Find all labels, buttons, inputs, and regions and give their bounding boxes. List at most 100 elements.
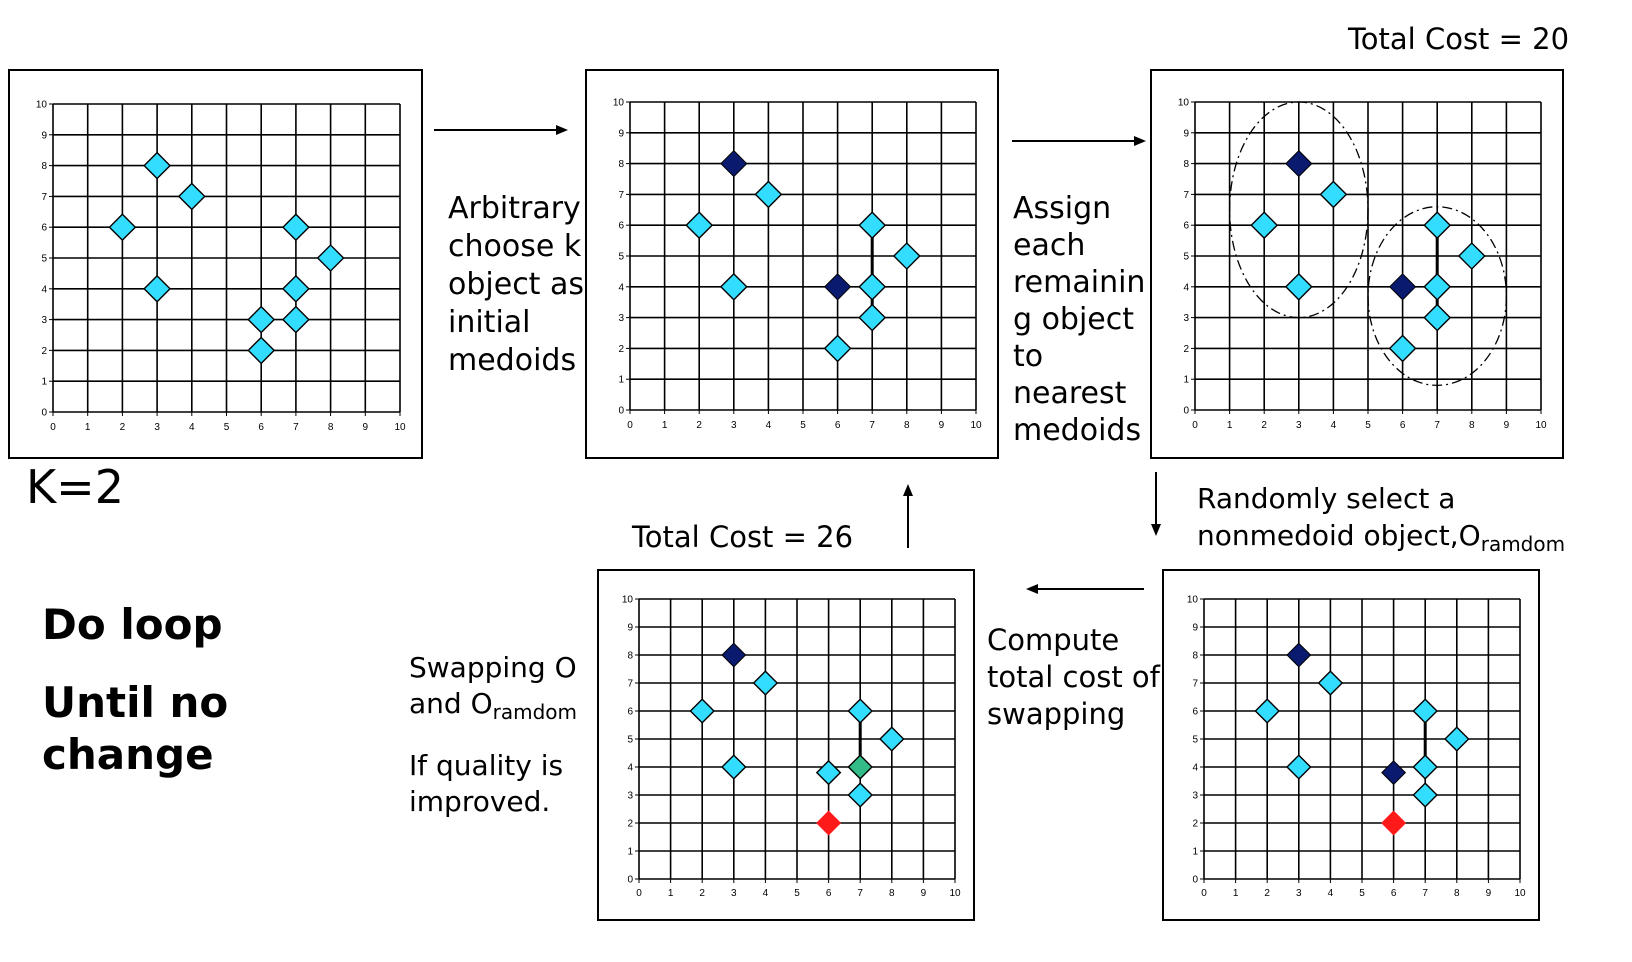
data-point-point [1423, 211, 1452, 240]
swap-text: Swapping O and Oramdom If quality is imp… [409, 650, 577, 820]
x-tick-label: 1 [662, 420, 668, 431]
x-tick-label: 5 [800, 420, 806, 431]
y-tick-label: 1 [1183, 375, 1189, 386]
x-tick-label: 7 [1422, 888, 1428, 899]
total-cost-20: Total Cost = 20 [1348, 22, 1570, 56]
swap-line-4: improved. [409, 785, 551, 818]
y-tick-label: 8 [627, 651, 633, 662]
total-cost-26: Total Cost = 26 [632, 520, 854, 554]
y-tick-label: 10 [1178, 98, 1190, 109]
data-point-point [689, 698, 715, 724]
data-point-point [1423, 303, 1452, 332]
y-tick-label: 5 [41, 254, 47, 265]
random-select-text: Randomly select a nonmedoid object,Oramd… [1197, 480, 1565, 563]
x-tick-label: 5 [1365, 420, 1371, 431]
x-tick-label: 2 [1264, 888, 1270, 899]
y-tick-label: 7 [1192, 679, 1198, 690]
x-tick-label: 3 [1296, 888, 1302, 899]
data-point-point [1457, 242, 1486, 270]
y-tick-label: 9 [1192, 623, 1198, 634]
data-point-point [247, 336, 276, 365]
data-point-medoid [1285, 149, 1313, 178]
loop-line-1: Do loop [42, 600, 223, 649]
swap-subscript: ramdom [492, 700, 577, 724]
x-tick-label: 2 [120, 422, 126, 433]
y-tick-label: 9 [618, 128, 624, 139]
y-tick-label: 7 [618, 190, 624, 201]
y-tick-label: 9 [41, 130, 47, 141]
data-point-point [1254, 698, 1280, 724]
y-tick-label: 7 [1183, 190, 1189, 201]
scatter-assigned: 00 1 1 2 2 3 3 4 4 5 5 6 6 7 7 8 8 9 9 10 10 [1178, 98, 1547, 432]
y-tick-label: 3 [627, 791, 633, 802]
x-tick-label: 2 [696, 420, 702, 431]
y-tick-label: 2 [1192, 819, 1198, 830]
x-tick-label: 1 [85, 422, 91, 433]
x-tick-label: 9 [939, 420, 945, 431]
y-tick-label: 8 [1192, 651, 1198, 662]
y-tick-label: 0 [627, 875, 633, 886]
y-tick-label: 9 [627, 623, 633, 634]
data-point-point [281, 274, 310, 303]
swap-line-2: and Oramdom [409, 686, 577, 730]
x-tick-label: 7 [857, 888, 863, 899]
x-tick-label: 2 [1261, 420, 1267, 431]
y-tick-label: 0 [1192, 875, 1198, 886]
data-point-point [685, 211, 714, 240]
y-tick-label: 10 [36, 100, 48, 111]
scatter-initial: 00 1 1 2 2 3 3 4 4 5 5 6 6 7 7 8 8 9 9 10 10 [36, 100, 406, 434]
data-point-random [1381, 810, 1407, 836]
data-point-point [177, 182, 206, 211]
data-point-point [247, 305, 276, 334]
data-point-point [1444, 726, 1470, 752]
x-tick-label: 10 [949, 888, 961, 899]
x-tick-label: 3 [731, 420, 737, 431]
scatter-swap: 00 1 1 2 2 3 3 4 4 5 5 6 6 7 7 8 8 9 9 10 10 [622, 595, 961, 900]
arrow-up [903, 484, 913, 548]
x-tick-label: 0 [50, 422, 56, 433]
y-tick-label: 9 [1183, 128, 1189, 139]
y-tick-label: 1 [627, 847, 633, 858]
y-tick-label: 8 [618, 159, 624, 170]
x-tick-label: 9 [1504, 420, 1510, 431]
data-point-point [1423, 272, 1452, 301]
data-point-point [316, 244, 345, 272]
choose-text: Arbitrary choose k object as initial med… [448, 190, 584, 380]
data-point-point [143, 151, 172, 180]
data-point-point [858, 211, 887, 240]
y-tick-label: 2 [1183, 344, 1189, 355]
choose-line: Arbitrary [448, 191, 581, 226]
y-tick-label: 10 [613, 98, 625, 109]
random-line-2-main: nonmedoid object,O [1197, 519, 1481, 552]
x-tick-label: 4 [1331, 420, 1337, 431]
arrow-left [1026, 584, 1144, 594]
y-tick-label: 4 [627, 763, 633, 774]
data-point-point [719, 272, 748, 301]
x-tick-label: 0 [627, 420, 633, 431]
y-tick-label: 10 [1187, 595, 1199, 606]
data-point-medoid [721, 642, 747, 668]
cluster-ellipse [1228, 101, 1369, 319]
data-point-point [143, 274, 172, 303]
x-tick-label: 3 [1296, 420, 1302, 431]
x-tick-label: 4 [189, 422, 195, 433]
data-point-point [108, 213, 137, 242]
data-point-point [815, 759, 842, 786]
y-tick-label: 0 [1183, 406, 1189, 417]
y-tick-label: 7 [627, 679, 633, 690]
x-tick-label: 4 [1328, 888, 1334, 899]
choose-line: medoids [448, 343, 577, 378]
compute-line: total cost of [987, 660, 1160, 694]
y-tick-label: 4 [1183, 282, 1189, 293]
choose-line: object as [448, 267, 584, 302]
x-tick-label: 9 [1486, 888, 1492, 899]
x-tick-label: 10 [1514, 888, 1526, 899]
data-point-point [858, 272, 887, 301]
x-tick-label: 6 [1391, 888, 1397, 899]
arrow-right-1 [434, 125, 568, 135]
y-tick-label: 2 [618, 344, 624, 355]
loop-line-3: change [42, 730, 214, 779]
data-point-point [1412, 698, 1438, 724]
data-point-point [1284, 272, 1313, 301]
y-tick-label: 6 [1192, 707, 1198, 718]
